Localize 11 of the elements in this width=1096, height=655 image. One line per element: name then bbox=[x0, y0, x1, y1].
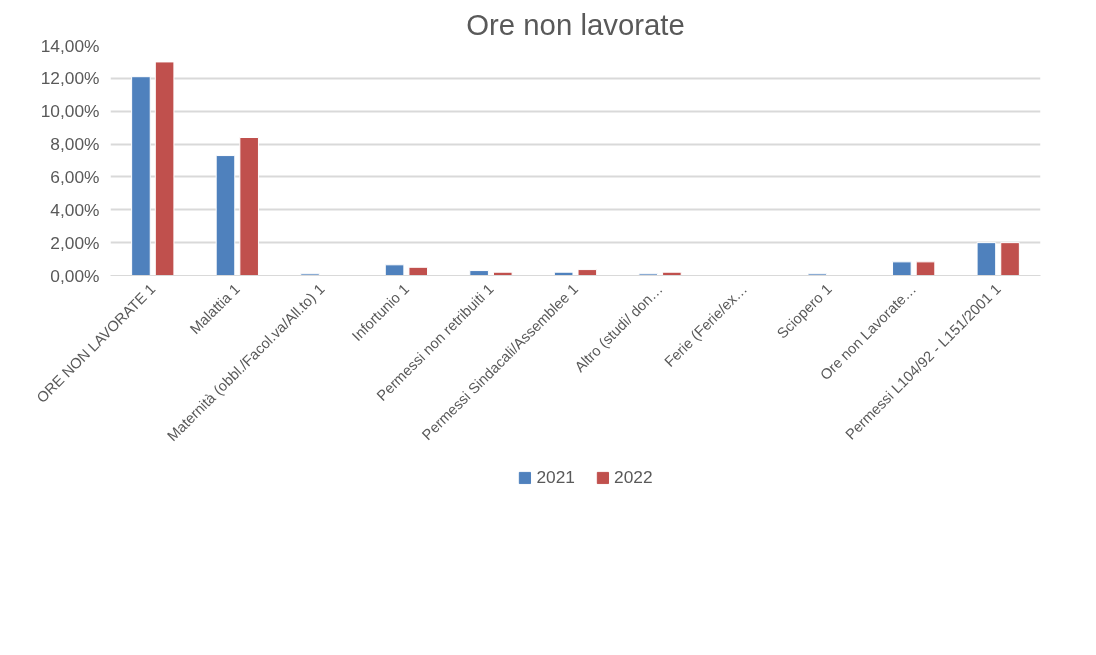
y-tick-label: 8,00% bbox=[50, 134, 100, 155]
y-tick-label: 12,00% bbox=[40, 68, 100, 89]
y-tick-label: 0,00% bbox=[50, 265, 100, 286]
legend-label: 2022 bbox=[614, 466, 653, 488]
legend-label: 2021 bbox=[536, 466, 575, 488]
chart-title: Ore non lavorate bbox=[466, 7, 685, 41]
y-tick-label: 2,00% bbox=[50, 232, 100, 253]
y-tick-label: 10,00% bbox=[40, 101, 100, 122]
y-tick-label: 14,00% bbox=[40, 35, 100, 56]
y-tick-label: 6,00% bbox=[50, 166, 100, 187]
y-tick-label: 4,00% bbox=[50, 199, 100, 220]
